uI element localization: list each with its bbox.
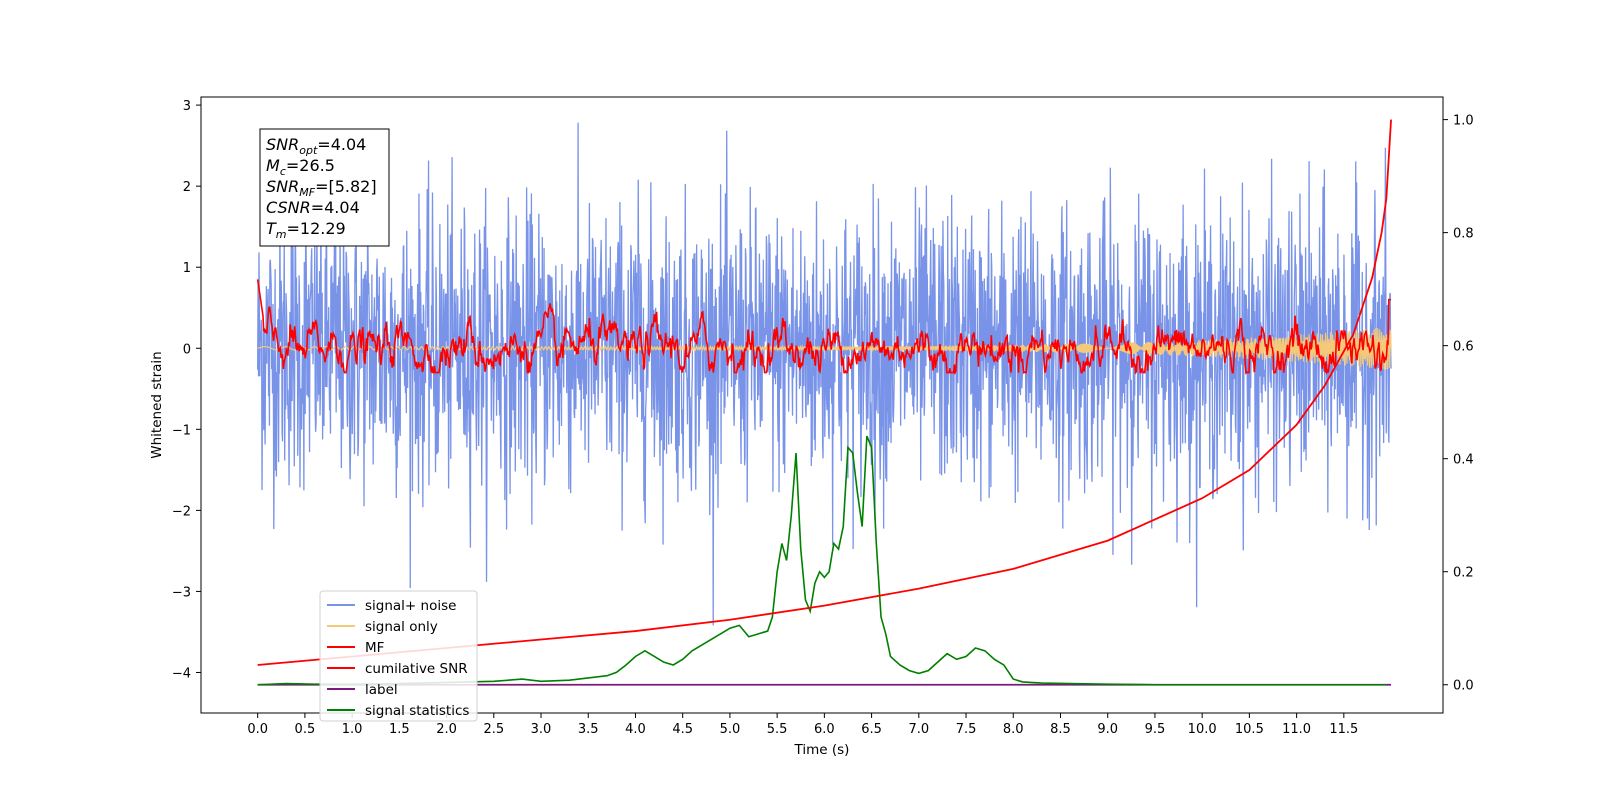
series-signal-noise <box>257 122 1392 626</box>
x-tick-label: 4.5 <box>672 722 693 737</box>
series-signal-statistics <box>257 435 1387 686</box>
x-axis: 0.0 0.5 1.0 1.5 2.0 2.5 3.0 3.5 4.0 4.5 5.0 5.5 6.0 6… <box>247 713 1358 737</box>
x-tick-label: 3.5 <box>578 722 599 737</box>
x-tick-label: 2.0 <box>436 722 457 737</box>
y-tick-label-right: 0.8 <box>1453 227 1474 242</box>
y-axis-right: 0.0 0.2 0.4 0.6 0.8 1.0 <box>1443 114 1474 694</box>
legend-label: signal+ noise <box>365 598 456 614</box>
series-cumulative-snr <box>257 119 1392 666</box>
y-tick-label-right: 0.2 <box>1453 566 1474 581</box>
x-tick-label: 1.0 <box>342 722 363 737</box>
x-tick-label: 9.5 <box>1145 722 1166 737</box>
y-axis-label: Whitened strain <box>149 351 165 458</box>
x-tick-label: 11.0 <box>1282 722 1311 737</box>
x-tick-label: 7.0 <box>908 722 929 737</box>
info-box-line: Mc=26.5 <box>266 156 335 178</box>
legend-frame <box>319 590 478 722</box>
x-tick-label: 0.5 <box>295 722 316 737</box>
info-box-line: SNRMF=[5.82] <box>266 177 377 199</box>
x-tick-label: 11.5 <box>1329 722 1358 737</box>
series-mf <box>256 279 1392 376</box>
y-tick-label-left: 0 <box>183 342 191 357</box>
y-tick-label-right: 0.0 <box>1453 679 1474 694</box>
x-tick-label: 6.5 <box>861 722 882 737</box>
y-tick-label-left: 3 <box>183 99 191 114</box>
x-tick-label: 5.5 <box>767 722 788 737</box>
y-axis-left: −4 −3 −2 −1 0 1 2 3 <box>172 99 201 681</box>
y-tick-label-left: −3 <box>172 585 191 600</box>
legend-label: label <box>365 682 398 698</box>
info-box-line: CSNR=4.04 <box>266 198 360 217</box>
x-axis-label: Time (s) <box>794 742 850 758</box>
plot-frame <box>200 96 1444 714</box>
x-tick-label: 6.0 <box>814 722 835 737</box>
x-tick-label: 8.0 <box>1003 722 1024 737</box>
info-box-line: SNRopt=4.04 <box>266 135 366 157</box>
x-tick-label: 1.5 <box>389 722 410 737</box>
legend: signal+ noise signal only MF cumilative SNR… <box>319 590 478 722</box>
y-tick-label-left: −4 <box>172 666 191 681</box>
y-tick-label-left: −2 <box>172 504 191 519</box>
legend-label: cumilative SNR <box>365 661 468 677</box>
y-tick-label-left: 2 <box>183 180 191 195</box>
x-tick-label: 9.0 <box>1097 722 1118 737</box>
legend-label: MF <box>365 640 384 656</box>
x-tick-label: 7.5 <box>956 722 977 737</box>
x-tick-label: 3.0 <box>531 722 552 737</box>
x-tick-label: 2.5 <box>483 722 504 737</box>
x-tick-label: 8.5 <box>1050 722 1071 737</box>
x-tick-label: 4.0 <box>625 722 646 737</box>
y-tick-label-right: 0.6 <box>1453 340 1474 355</box>
info-box-frame <box>259 128 390 247</box>
x-tick-label: 0.0 <box>247 722 268 737</box>
legend-label: signal only <box>365 619 438 635</box>
legend-label: signal statistics <box>365 703 469 719</box>
y-tick-label-left: −1 <box>172 423 191 438</box>
info-box-line: Tm=12.29 <box>266 219 346 241</box>
x-tick-label: 5.0 <box>720 722 741 737</box>
y-tick-label-right: 0.4 <box>1453 453 1474 468</box>
y-tick-label-left: 1 <box>183 261 191 276</box>
y-tick-label-right: 1.0 <box>1453 114 1474 129</box>
x-tick-label: 10.0 <box>1188 722 1217 737</box>
x-tick-label: 10.5 <box>1235 722 1264 737</box>
